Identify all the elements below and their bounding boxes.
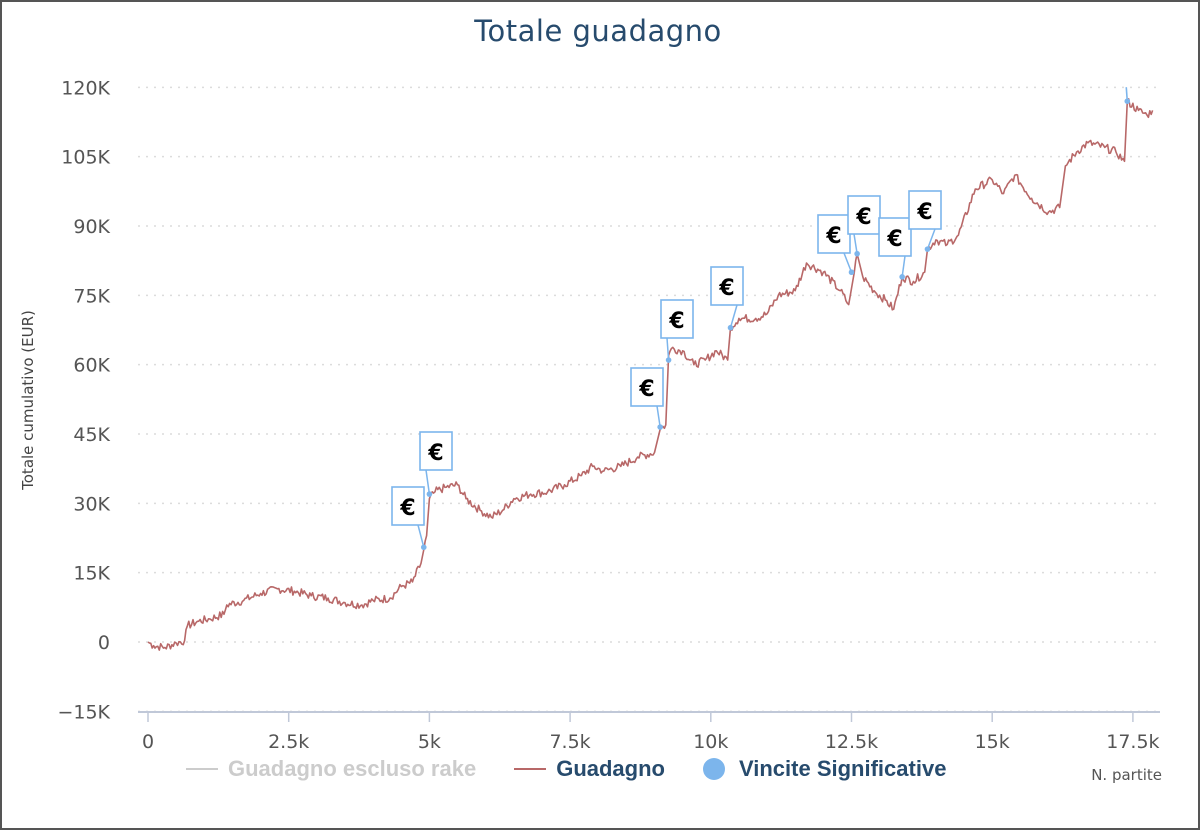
- y-tick-label: −15K: [57, 701, 110, 723]
- win-flag-connector: [901, 255, 906, 277]
- y-tick-label: 90K: [73, 216, 110, 238]
- x-tick-label: 2.5k: [268, 731, 309, 753]
- win-point[interactable]: [727, 324, 734, 331]
- euro-icon: €: [399, 496, 415, 521]
- euro-icon: €: [916, 200, 932, 225]
- win-flag-connector: [926, 228, 936, 250]
- win-flag-box[interactable]: [878, 217, 912, 257]
- win-point[interactable]: [1124, 98, 1131, 105]
- win-point[interactable]: [665, 357, 672, 363]
- legend-label: Vincite Significative: [738, 756, 947, 781]
- win-flag-box[interactable]: [391, 486, 425, 526]
- win-flag-connector: [666, 337, 670, 361]
- series-line-guadagno[interactable]: [147, 98, 1154, 651]
- win-flag-connector: [853, 233, 858, 254]
- y-tick-label: 0: [98, 632, 110, 654]
- x-tick-label: 15k: [975, 731, 1010, 753]
- x-tick-label: 0: [142, 731, 154, 753]
- legend-item-vincite-significative[interactable]: Vincite Significative: [702, 756, 947, 782]
- win-point[interactable]: [924, 246, 931, 252]
- win-flag-connector: [425, 469, 431, 495]
- y-tick-label: 105K: [61, 147, 110, 169]
- win-flag-connector: [843, 252, 853, 273]
- euro-icon: €: [427, 441, 443, 466]
- win-point[interactable]: [657, 424, 663, 430]
- legend-label: Guadagno: [556, 756, 665, 781]
- win-flag-connector: [729, 304, 738, 328]
- x-tick-label: 17.5k: [1106, 731, 1159, 753]
- legend-dot-icon: [702, 758, 725, 780]
- euro-icon: €: [668, 309, 684, 334]
- euro-icon: €: [718, 276, 734, 301]
- y-tick-label: 120K: [61, 77, 110, 99]
- euro-icon: €: [886, 227, 902, 252]
- y-tick-label: 15K: [73, 563, 110, 585]
- chart-title: Totale guadagno: [474, 14, 722, 48]
- legend-line-icon: [186, 768, 218, 770]
- win-point[interactable]: [426, 491, 433, 497]
- x-axis-label: N. partite: [1091, 766, 1162, 784]
- win-flag-box[interactable]: [847, 195, 881, 235]
- x-tick-label: 7.5k: [549, 731, 590, 753]
- win-point[interactable]: [420, 544, 427, 551]
- y-tick-label: 75K: [73, 285, 110, 307]
- y-tick-label: 30K: [73, 493, 110, 515]
- legend-item-guadagno[interactable]: Guadagno: [514, 756, 665, 782]
- win-point[interactable]: [899, 274, 905, 280]
- euro-icon: €: [638, 377, 654, 402]
- legend-label: Guadagno escluso rake: [228, 756, 477, 781]
- win-point[interactable]: [848, 269, 855, 276]
- legend: Guadagno escluso rake Guadagno Vincite S…: [186, 756, 984, 782]
- legend-item-guadagno-escluso-rake[interactable]: Guadagno escluso rake: [186, 756, 476, 782]
- y-tick-label: 60K: [73, 355, 110, 377]
- legend-line-icon: [514, 768, 547, 770]
- win-flag-connector: [656, 405, 661, 428]
- y-tick-label: 45K: [73, 424, 110, 446]
- win-flag-box[interactable]: [908, 190, 942, 230]
- x-tick-label: 12.5k: [825, 731, 878, 753]
- euro-icon: €: [825, 224, 841, 249]
- x-tick-label: 5k: [418, 731, 441, 753]
- win-flag-connector: [417, 524, 425, 548]
- win-flag-box[interactable]: [419, 431, 453, 471]
- win-point[interactable]: [854, 250, 860, 257]
- euro-icon: €: [855, 205, 871, 230]
- win-flag-box[interactable]: [710, 266, 744, 306]
- win-flag-box[interactable]: [660, 299, 694, 339]
- win-flag-box[interactable]: [630, 367, 664, 407]
- x-tick-label: 10k: [693, 731, 728, 753]
